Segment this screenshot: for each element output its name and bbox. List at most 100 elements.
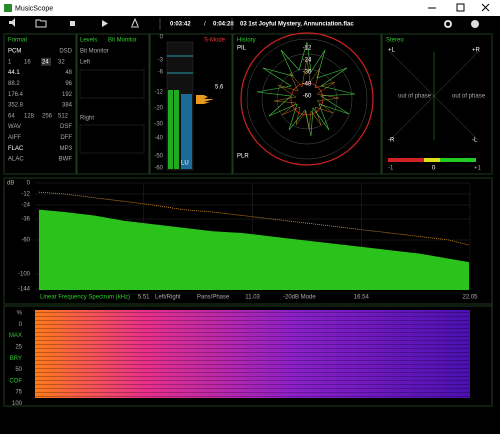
format-item: DSF	[60, 124, 72, 130]
y-tick-label: -24	[21, 203, 30, 209]
format-item: 96	[65, 81, 72, 87]
format-item: 512	[58, 113, 69, 119]
window-controls[interactable]	[428, 3, 490, 12]
format-item: 88.2	[8, 81, 20, 87]
peak-trace	[38, 191, 470, 246]
panel-title: History	[237, 38, 256, 44]
stereo-scope	[388, 51, 479, 162]
axis-unit: dB	[7, 181, 14, 187]
y-tick-label: -12	[21, 192, 30, 198]
channel-label: Right	[80, 116, 94, 122]
stereo-label: -R	[388, 138, 395, 144]
level-meter	[166, 41, 214, 171]
format-item: 16	[24, 59, 31, 65]
levels-subtitle: Bit Monitor	[80, 49, 109, 55]
meter-scale-label: -60	[154, 166, 163, 172]
panel-title: Format	[8, 38, 27, 44]
format-item: DFF	[60, 135, 72, 141]
volume-button[interactable]	[9, 18, 15, 27]
eject-button[interactable]	[131, 17, 139, 28]
spectrogram-label: MAX	[9, 333, 22, 339]
format-item: 24	[42, 59, 49, 65]
mode-label[interactable]: Bit Monitor	[108, 38, 137, 44]
meter-scale-label: -40	[154, 136, 163, 142]
elapsed-time: 0:03:42	[170, 22, 191, 28]
spectrum-title: Linear Frequency Spectrum (kHz)	[40, 295, 130, 301]
y-tick-label: -36	[21, 217, 30, 223]
stereo-label: -L	[472, 138, 478, 144]
meter-scale-label: -50	[154, 154, 163, 160]
format-item: 44.1	[8, 70, 20, 76]
ring-label: -36	[303, 70, 312, 76]
history-panel	[232, 33, 382, 175]
spectrogram-texture	[35, 310, 470, 398]
x-tick-label: 22.05	[462, 295, 478, 301]
info-button[interactable]	[471, 20, 479, 28]
spectrogram-label: 25	[15, 344, 22, 350]
spectrogram-label: 100	[12, 401, 23, 407]
correlation-label: +1	[474, 166, 482, 172]
ring-label: -48	[303, 82, 312, 88]
track-name: 03 1st Joyful Mystery, Annunciation.flac	[240, 22, 354, 28]
format-item: BWF	[59, 157, 73, 163]
loudness-value: 5.6	[215, 85, 224, 91]
toolbar	[0, 16, 500, 32]
format-item: ALAC	[8, 157, 24, 163]
meter-scale-label: -12	[154, 90, 163, 96]
format-highlight	[41, 57, 51, 66]
meter-scale-label: -20	[154, 106, 163, 112]
loudness-unit: LU	[181, 161, 189, 167]
stereo-panel	[381, 33, 493, 175]
spectrogram-label: COF	[9, 378, 22, 384]
format-item: 176.4	[8, 92, 24, 98]
x-tick-label: 16.54	[354, 295, 370, 301]
format-item: 352.8	[8, 103, 24, 109]
spectrogram-label: %	[17, 311, 23, 317]
play-button[interactable]	[102, 20, 108, 27]
meter-mode[interactable]: S-Mode	[204, 38, 226, 44]
stop-button[interactable]	[70, 21, 75, 26]
mode-button[interactable]: Left/Right	[155, 295, 181, 301]
history-label: PLR	[237, 154, 249, 160]
meter-scale-label: -6	[158, 70, 164, 76]
open-button[interactable]	[35, 19, 47, 28]
app-icon	[4, 4, 12, 12]
stereo-label: +R	[472, 48, 481, 54]
spectrogram-label: 0	[19, 322, 23, 328]
history-label: PIL	[237, 46, 247, 52]
panel-title: Stereo	[386, 38, 404, 44]
format-panel	[3, 33, 77, 175]
mode-button[interactable]: Pans/Phase	[197, 295, 230, 301]
mode-button[interactable]: -20dB Mode	[283, 295, 316, 301]
correlation-label: 0	[432, 166, 436, 172]
settings-button[interactable]	[444, 20, 452, 28]
format-item: 128	[24, 113, 35, 119]
y-tick-label: -100	[18, 272, 31, 278]
y-tick-label: 0	[27, 181, 31, 187]
channel-label: Left	[80, 60, 90, 66]
title-bar	[0, 0, 500, 16]
phase-label: out of phase	[452, 94, 486, 100]
format-item: WAV	[8, 124, 21, 130]
panel-title: Levels	[80, 38, 97, 44]
meter-scale-label: 0	[160, 35, 164, 41]
format-item: FLAC	[8, 146, 24, 152]
close-button[interactable]	[481, 3, 490, 12]
time-separator: /	[204, 22, 206, 28]
ring-label: -24	[303, 58, 312, 64]
y-tick-label: -144	[18, 287, 31, 293]
total-time: 0:04:28	[213, 22, 234, 28]
spectrum-area	[38, 209, 470, 290]
x-tick-label: 5.51	[138, 295, 150, 301]
phase-label: out of phase	[398, 94, 432, 100]
stereo-label: +L	[388, 48, 396, 54]
correlation-label: -1	[388, 166, 394, 172]
maximize-button[interactable]	[456, 3, 465, 12]
format-item: 256	[42, 113, 53, 119]
format-item: 32	[58, 59, 65, 65]
format-item: AIFF	[8, 135, 21, 141]
spectrogram-label: 75	[15, 390, 22, 396]
levels-panel	[76, 33, 150, 175]
format-item: 64	[8, 113, 15, 119]
